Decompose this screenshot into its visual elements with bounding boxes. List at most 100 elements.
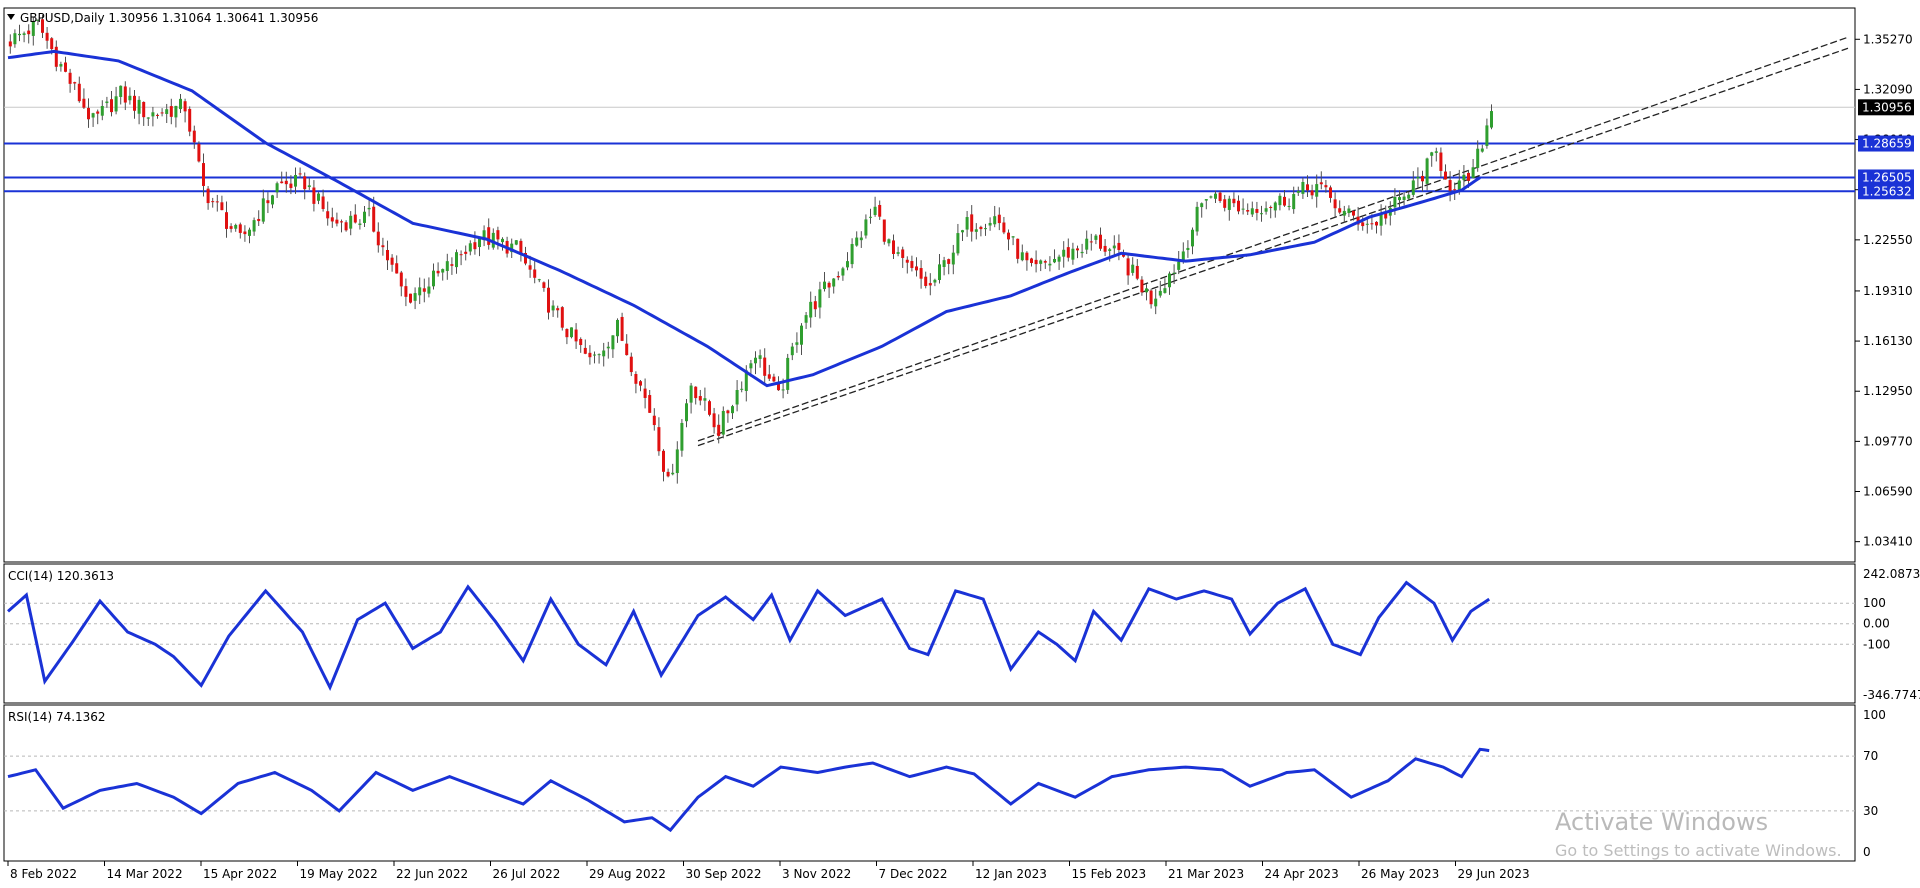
candle-body [1103, 245, 1107, 252]
candle-body [1361, 222, 1365, 227]
candle-body [850, 244, 854, 265]
price-tick-label: 1.12950 [1863, 384, 1913, 398]
candle-body [156, 114, 159, 116]
activation-watermark-title: Activate Windows [1555, 808, 1768, 836]
candle-body [965, 217, 969, 230]
candle-body [96, 111, 100, 114]
candle-body [961, 230, 964, 233]
candle-body [59, 64, 63, 67]
triangle-down-icon[interactable] [7, 14, 15, 20]
time-tick-label: 8 Feb 2022 [10, 867, 77, 881]
candle-body [781, 389, 785, 391]
candle-body [1485, 125, 1489, 146]
candle-body [1177, 261, 1181, 270]
candle-body [436, 270, 440, 274]
candle-body [1062, 249, 1066, 257]
candle-body [197, 143, 201, 162]
candle-body [1462, 174, 1466, 181]
candle-body [800, 325, 803, 345]
candle-body [519, 240, 523, 255]
moving-average-line [7, 49, 1481, 388]
candle-body [206, 188, 210, 204]
candle-body [878, 204, 882, 217]
candle-body [1338, 208, 1342, 213]
time-tick-label: 26 Jul 2022 [493, 867, 561, 881]
candle-body [514, 240, 518, 245]
candle-body [119, 85, 123, 97]
candle-body [712, 413, 716, 428]
candle-body [859, 237, 863, 241]
candle-body [951, 252, 955, 265]
candle-body [464, 251, 468, 254]
time-tick-label: 30 Sep 2022 [686, 867, 762, 881]
candle-body [1315, 184, 1319, 197]
candle-body [869, 216, 872, 218]
candle-body [128, 95, 132, 101]
candle-body [367, 207, 371, 210]
candle-body [625, 343, 629, 356]
candle-body [984, 228, 987, 230]
candle-body [418, 287, 422, 296]
rsi-line [7, 747, 1490, 833]
price-tick-label: 1.09770 [1863, 434, 1913, 448]
candle-body [340, 221, 343, 223]
time-tick-label: 29 Aug 2022 [589, 867, 666, 881]
candle-body [547, 287, 550, 313]
candle-body [731, 406, 734, 414]
candle-body [280, 181, 284, 184]
candle-body [1085, 238, 1089, 250]
candle-body [468, 243, 472, 252]
level-price-tag [1858, 169, 1914, 186]
candle-body [804, 315, 808, 323]
candle-body [427, 286, 431, 294]
candle-body [261, 198, 265, 222]
candle-body [537, 279, 541, 281]
candle-body [1218, 192, 1222, 201]
candle-body [294, 175, 297, 187]
candle-body [892, 240, 895, 255]
candle-body [818, 289, 822, 308]
candle-body [1057, 256, 1061, 262]
price-tag-label: 1.26505 [1862, 170, 1912, 184]
candle-body [289, 183, 293, 188]
candle-body [1204, 199, 1208, 201]
rsi-levels [4, 755, 1855, 812]
cci-axis: 242.0873 100 0.00 -100 -346.7747 [1863, 567, 1920, 702]
candle-body [528, 265, 532, 270]
candle-body [386, 250, 389, 261]
candle-body [933, 279, 937, 283]
candle-body [970, 214, 974, 232]
cci-tick-label: 100 [1863, 596, 1886, 610]
time-tick-label: 3 Nov 2022 [782, 867, 851, 881]
candle-body [928, 283, 932, 286]
candle-body [326, 211, 330, 219]
candle-body [993, 216, 997, 225]
candle-body [560, 307, 564, 328]
candle-body [1145, 288, 1148, 293]
candle-body [726, 410, 730, 414]
candle-body [1273, 202, 1277, 211]
candle-body [744, 370, 748, 391]
candle-body [1352, 210, 1355, 216]
candle-body [680, 422, 684, 451]
candle-body [45, 32, 49, 41]
candle-body [31, 21, 35, 36]
candle-body [583, 347, 587, 354]
candle-body [409, 293, 412, 303]
candle-body [1467, 172, 1470, 181]
cci-levels [4, 602, 1855, 645]
price-tag-label: 1.25632 [1862, 184, 1912, 198]
candle-body [330, 217, 334, 222]
candle-body [988, 222, 992, 226]
candle-body [882, 219, 886, 242]
candle-body [487, 227, 491, 245]
candle-body [123, 86, 127, 103]
candle-body [238, 224, 242, 233]
candle-body [413, 293, 417, 301]
price-panel: 1.352701.320901.289101.257301.225501.193… [3, 7, 1914, 563]
candle-body [473, 242, 477, 250]
candle-body [1292, 194, 1296, 210]
main-chart-title: GBPUSD,Daily 1.30956 1.31064 1.30641 1.3… [20, 11, 318, 25]
candle-body [942, 260, 946, 267]
candle-body [450, 264, 454, 266]
